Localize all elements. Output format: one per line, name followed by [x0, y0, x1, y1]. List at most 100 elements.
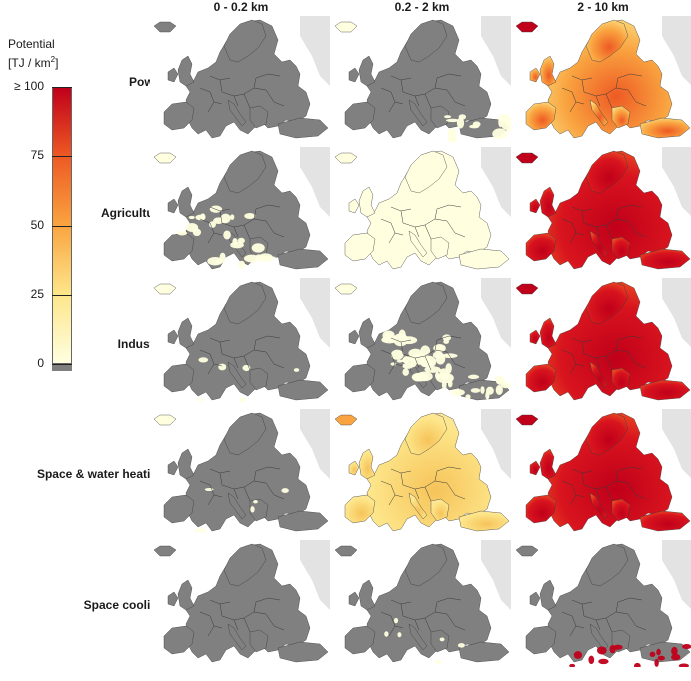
land-shape-0	[185, 543, 311, 663]
potential-patch	[444, 115, 452, 119]
legend-label-3: 25	[30, 286, 44, 301]
land-shape-4	[344, 625, 376, 655]
legend-tick-0	[52, 87, 72, 88]
potential-patch	[480, 386, 485, 394]
map-panel-r4-c0	[150, 540, 330, 667]
land-shape-1	[223, 19, 267, 63]
map-svg-r3-c0	[153, 409, 330, 534]
outside-domain	[662, 409, 691, 478]
potential-patch	[497, 114, 511, 123]
potential-patch	[381, 336, 398, 344]
land-shape-4	[163, 494, 195, 524]
potential-patch	[450, 389, 465, 396]
potential-patch	[251, 243, 265, 253]
land-shape-7	[430, 236, 450, 260]
land-shape-0	[366, 543, 492, 663]
land-shape-4	[344, 494, 376, 524]
land-shape-7	[430, 629, 450, 653]
column-header-0-0.2km: 0 - 0.2 km	[213, 0, 269, 14]
land-shape-0	[366, 150, 492, 270]
outside-domain	[481, 147, 511, 217]
land-shape-7	[611, 498, 631, 522]
land-shape-4	[344, 232, 376, 262]
potential-patch	[194, 528, 201, 533]
land-shape-7	[249, 498, 269, 522]
land-shape-5	[589, 99, 609, 127]
column-header-0.2-2km: 0.2 - 2 km	[394, 0, 450, 14]
land-shape-2	[539, 448, 557, 480]
land-shape-6	[277, 510, 329, 532]
land-shape-0	[547, 281, 673, 401]
potential-patch	[258, 253, 273, 262]
map-svg-r2-c1	[334, 278, 511, 401]
potential-patch	[434, 659, 442, 664]
potential-patch	[219, 252, 226, 263]
potential-patch	[424, 366, 441, 373]
country-borders	[561, 204, 647, 244]
land-shape-6	[639, 248, 691, 270]
outside-domain	[662, 278, 691, 347]
potential-patch	[230, 214, 235, 220]
outside-domain	[662, 16, 691, 85]
land-shape-7	[611, 367, 631, 391]
map-panel-r2-c1	[331, 278, 511, 405]
outside-domain	[481, 540, 511, 610]
row-label-space-cooling: Space cooling	[83, 598, 165, 612]
land-shape-3	[529, 67, 541, 83]
land-shape-1	[404, 412, 448, 456]
potential-patch	[457, 643, 465, 648]
map-svg-r3-c1	[334, 409, 511, 532]
potential-patch	[656, 648, 661, 656]
legend-label-4: 0	[37, 356, 44, 370]
land-shape-3	[167, 591, 179, 607]
potential-patch	[447, 128, 457, 140]
potential-patch	[200, 213, 206, 221]
land-shape-3	[529, 198, 541, 214]
map-panel-r1-c2	[512, 147, 691, 274]
land-shape-7	[249, 629, 269, 653]
potential-patch	[441, 380, 447, 390]
land-shape-3	[348, 198, 360, 214]
land-shape-6	[458, 510, 510, 532]
country-borders	[561, 597, 647, 637]
potential-patch	[243, 254, 260, 263]
land-shape-1	[223, 281, 267, 325]
land-shape-5	[589, 230, 609, 258]
potential-patch	[496, 376, 505, 386]
land-shape-2	[358, 186, 376, 218]
potential-patch	[281, 488, 289, 493]
legend-tick-1	[52, 156, 72, 158]
potential-patch	[492, 128, 508, 140]
map-svg-r4-c1	[334, 540, 511, 664]
legend-title: Potential [TJ / km2]	[8, 36, 58, 71]
potential-patch	[682, 644, 691, 650]
country-borders	[380, 597, 466, 637]
land-shape-7	[611, 236, 631, 260]
map-svg-r0-c0	[153, 16, 330, 139]
iceland-shape	[334, 414, 358, 426]
outside-domain	[662, 540, 691, 609]
country-borders	[380, 204, 466, 244]
potential-patch	[446, 118, 460, 123]
outside-domain	[300, 409, 330, 479]
land-shape-3	[348, 460, 360, 476]
potential-patch	[397, 632, 402, 638]
land-shape-0	[366, 281, 492, 401]
land-shape-2	[177, 55, 195, 87]
legend-unit-suffix: ]	[55, 56, 59, 70]
land-shape-5	[408, 623, 428, 651]
land-shape-1	[585, 543, 629, 587]
iceland-shape	[334, 152, 358, 164]
land-shape-1	[404, 150, 448, 194]
land-shape-4	[344, 101, 376, 131]
land-shape-1	[404, 281, 448, 325]
land-shape-1	[223, 543, 267, 587]
land-shape-3	[167, 67, 179, 83]
potential-patch	[416, 371, 433, 382]
land-shape-0	[185, 281, 311, 401]
land-shape-5	[227, 361, 247, 389]
potential-patch	[396, 359, 404, 363]
land-shape-4	[525, 363, 557, 393]
land-shape-5	[408, 230, 428, 258]
